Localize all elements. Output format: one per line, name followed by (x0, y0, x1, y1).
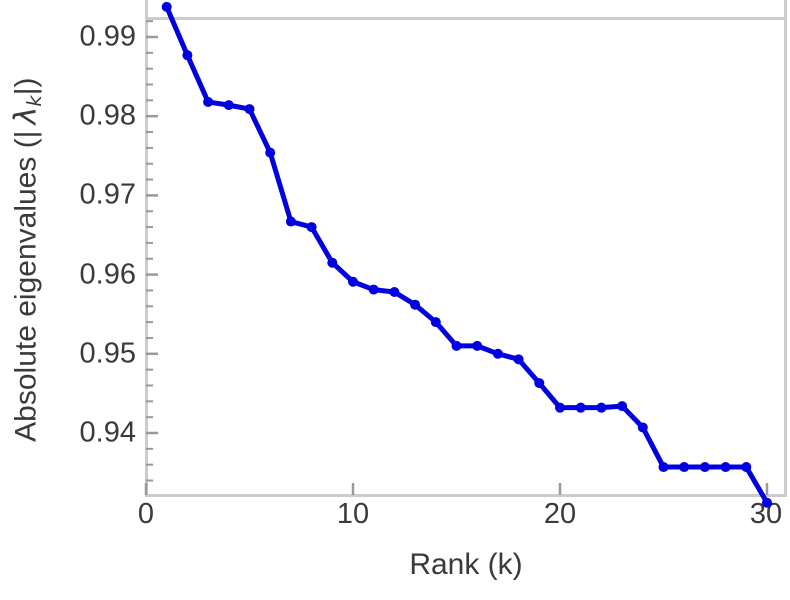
data-point (265, 147, 276, 158)
tick-marks (144, 20, 769, 495)
data-point (430, 317, 441, 328)
y-tick-label: 0.95 (79, 337, 136, 370)
series-layer (161, 1, 772, 508)
series-line (164, 4, 770, 506)
data-point (699, 462, 710, 473)
data-point (596, 402, 607, 413)
data-point (327, 257, 338, 268)
axis-lines (145, 0, 787, 497)
data-point (451, 340, 462, 351)
data-point (637, 422, 648, 433)
x-axis-title: Rank (k) (409, 548, 523, 581)
data-point (285, 216, 296, 227)
data-point (513, 354, 524, 365)
y-tick-label: 0.98 (79, 99, 136, 132)
data-point (741, 462, 752, 473)
y-tick-label: 0.97 (79, 178, 136, 211)
data-point (368, 284, 379, 295)
data-point (161, 1, 172, 12)
data-point (555, 402, 565, 413)
data-point (492, 348, 503, 359)
data-point (182, 50, 193, 61)
data-point (348, 276, 358, 287)
data-point (203, 96, 214, 107)
data-point (617, 401, 628, 412)
data-point (389, 287, 400, 298)
y-tick-label: 0.96 (79, 258, 136, 291)
data-point (244, 104, 255, 115)
x-tick-label: 10 (336, 498, 370, 530)
data-point (762, 497, 772, 508)
y-tick-label: 0.94 (79, 416, 136, 449)
data-point (223, 100, 234, 111)
data-point (410, 299, 421, 310)
data-point (720, 462, 731, 473)
data-point (534, 378, 545, 389)
data-point (472, 340, 483, 351)
data-point (575, 402, 586, 413)
x-tick-label: 0 (137, 498, 155, 530)
data-point (658, 462, 669, 473)
y-tick-label-group: 0.94 0.95 0.96 0.97 0.98 0.99 (36, 0, 136, 520)
x-tick-label: 20 (543, 498, 577, 530)
data-point (679, 462, 690, 473)
data-point (306, 222, 317, 233)
y-tick-label: 0.99 (79, 20, 136, 53)
